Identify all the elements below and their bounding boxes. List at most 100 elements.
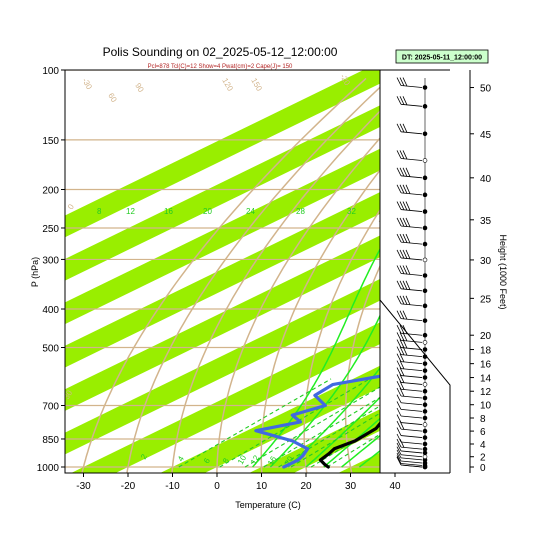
wind-barb-feather (396, 249, 402, 259)
wind-barb (396, 353, 428, 366)
wind-barb-feather (396, 438, 402, 448)
wind-barb-feather (399, 374, 405, 383)
wind-barb-feather (396, 77, 402, 86)
wind-level-dot (422, 428, 428, 434)
wind-barb-shaft (400, 441, 423, 445)
wind-barb-feather (399, 201, 405, 211)
y-tick-label: 850 (42, 435, 59, 446)
wind-barb-shaft (400, 361, 423, 365)
wind-barb (396, 367, 428, 380)
wind-column-lower (380, 300, 450, 473)
height-tick-label: 0 (480, 463, 486, 474)
sounding-lines (254, 374, 380, 469)
wind-barb-feather (399, 339, 405, 349)
wind-level-dot (422, 192, 428, 198)
dry-adiabat (171, 110, 380, 473)
wind-barb (396, 387, 428, 401)
wind-barb-feather (396, 280, 402, 289)
wind-level-dot (422, 441, 428, 447)
wind-barb (396, 217, 428, 231)
wind-barb (396, 381, 428, 394)
wind-barb-shaft (400, 257, 423, 261)
wind-barb-shaft (400, 288, 423, 292)
datetime-badge-box (395, 49, 489, 64)
wind-barb-feather (396, 360, 402, 369)
wind-level-dot (422, 257, 428, 263)
wind-barb-feather (402, 77, 408, 87)
wind-barb-feather (402, 167, 408, 177)
wind-barb-shaft (400, 464, 423, 468)
wind-barb-feather (396, 394, 402, 403)
wind-barb-feather (396, 332, 402, 341)
wind-barb-shaft (400, 388, 423, 392)
datetime-badge: DT: 2025-05-11_12:00:00 (395, 49, 489, 64)
wind-barb-feather (396, 433, 402, 443)
wind-barb-feather (396, 442, 402, 452)
wind-barb-feather (402, 310, 408, 320)
wind-barb-feather (396, 295, 402, 305)
wind-level-dot (422, 446, 428, 452)
wind-barb-feather (405, 201, 411, 211)
wind-barb (396, 150, 428, 163)
wind-barb-feather (399, 77, 405, 87)
moist-adiabat-label: 24 (246, 207, 255, 216)
wind-barb-shaft (400, 422, 423, 425)
wind-barb-shaft (400, 408, 423, 412)
wind-barb-feather (402, 201, 408, 211)
wind-barb-feather (405, 184, 411, 194)
wind-barb-feather (396, 339, 402, 348)
wind-level-dot (422, 388, 428, 394)
wind-level-dot (422, 332, 428, 338)
wind-barb-feather (402, 265, 408, 275)
wind-barb-feather (396, 167, 402, 177)
wind-barb-shaft (400, 103, 423, 107)
wind-barb (396, 123, 428, 137)
wind-barb-shaft (400, 332, 423, 336)
wind-level-dot (422, 450, 428, 456)
wind-level-dot (422, 241, 428, 247)
x-tick-label: -10 (165, 481, 180, 492)
wind-barb (396, 265, 428, 278)
isotherm-band (65, 70, 408, 238)
wind-barb-shaft (400, 85, 423, 88)
height-tick-label: 45 (480, 130, 492, 141)
mixing-ratio-line (219, 378, 370, 468)
wind-barb-shaft (400, 303, 423, 307)
wind-barb-shaft (400, 131, 423, 135)
wind-level-dot (422, 454, 428, 460)
wind-barb-feather (399, 184, 405, 194)
isotherm-band (65, 114, 450, 325)
dewpoint-line (254, 374, 380, 469)
wind-barb (396, 442, 428, 456)
wind-barb (396, 438, 428, 452)
wind-barb-shaft (400, 457, 423, 461)
x-axis-label: Temperature (C) (235, 500, 301, 510)
wind-barb-shaft (400, 375, 423, 378)
temperature-line (318, 421, 380, 469)
x-tick-label: -30 (76, 481, 91, 492)
wind-barb-feather (396, 420, 402, 430)
wind-barb-feather (405, 167, 411, 177)
wind-barb-shaft (400, 402, 423, 406)
wind-level-dot (422, 303, 428, 309)
wind-barb-feather (399, 346, 405, 356)
wind-barb-shaft (400, 225, 423, 229)
wind-level-dot (422, 318, 428, 323)
wind-barb-feather (399, 233, 405, 243)
y-tick-label: 700 (42, 402, 59, 413)
wind-barb (396, 360, 428, 373)
wind-barb-feather (396, 325, 402, 334)
wind-level-dot (422, 347, 428, 352)
height-tick-label: 16 (480, 360, 492, 371)
wind-barb-feather (402, 280, 408, 290)
wind-level-dot (422, 375, 428, 380)
x-tick-label: 10 (256, 481, 268, 492)
x-tick-label: 30 (345, 481, 357, 492)
wind-barb-feather (399, 96, 405, 105)
wind-level-dot (422, 368, 428, 373)
wind-barb-feather (396, 265, 402, 274)
isotherm-band (65, 157, 450, 368)
isotherm-band (65, 244, 450, 455)
wind-barb-feather (396, 401, 402, 410)
